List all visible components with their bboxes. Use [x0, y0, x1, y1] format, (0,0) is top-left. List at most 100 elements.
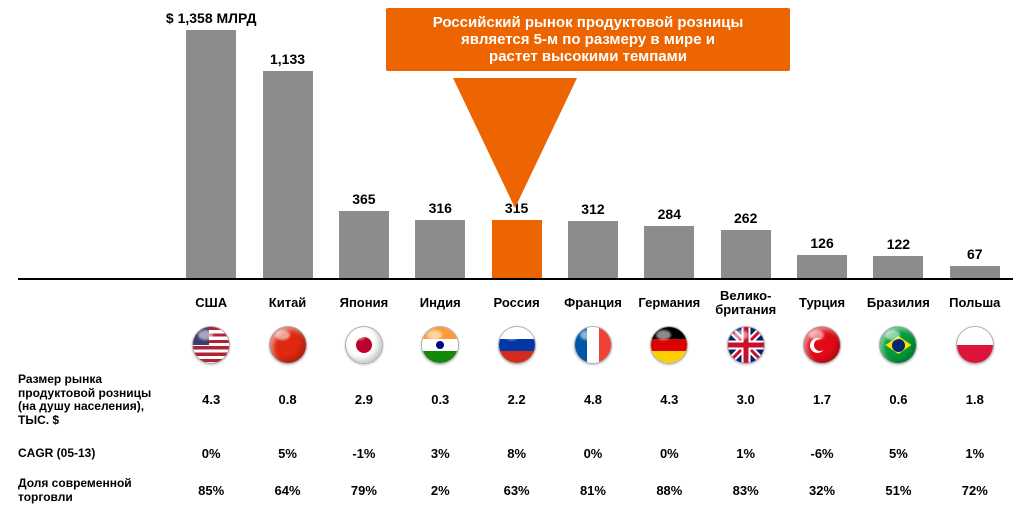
table-cell: 79% — [326, 483, 402, 498]
row-per-capita: Размер рынка продуктовой розницы (на душ… — [18, 368, 1013, 438]
bar: 315 — [492, 220, 542, 278]
table-cell: Китай — [249, 286, 325, 320]
bar: 67 — [950, 266, 1000, 278]
table-cell — [555, 324, 631, 366]
bar-value-label: 284 — [658, 206, 681, 222]
table-cell: Польша — [937, 286, 1013, 320]
bar: $ 1,358 МЛРД — [186, 30, 236, 278]
table-cell: 5% — [860, 446, 936, 461]
table-cell: 3% — [402, 446, 478, 461]
bar-value-label: 1,133 — [270, 51, 305, 67]
table-cell — [708, 324, 784, 366]
bar-value-label: 316 — [429, 200, 452, 216]
row-country-names: СШАКитайЯпонияИндияРоссияФранцияГермания… — [18, 280, 1013, 320]
table-cell: -1% — [326, 446, 402, 461]
bar-value-label: 67 — [967, 246, 983, 262]
table-cell — [402, 324, 478, 366]
bar: 1,133 — [263, 71, 313, 278]
row-label: Доля современной торговли — [18, 477, 173, 505]
table-cell: 0.8 — [249, 392, 325, 407]
bar-value-label: 122 — [887, 236, 910, 252]
bar: 262 — [721, 230, 771, 278]
table-cell: Велико-британия — [708, 286, 784, 320]
table-cell — [860, 324, 936, 366]
row-modern-share: Доля современной торговли85%64%79%2%63%8… — [18, 469, 1013, 505]
table-cell: 0.3 — [402, 392, 478, 407]
flag-icon — [421, 326, 459, 364]
bar: 126 — [797, 255, 847, 278]
bar: 284 — [644, 226, 694, 278]
table-cell: 81% — [555, 483, 631, 498]
table-cell: 1% — [708, 446, 784, 461]
table-cell: 85% — [173, 483, 249, 498]
table-cell: 4.3 — [631, 392, 707, 407]
bar-col: 122 — [860, 12, 936, 278]
table-cell: 72% — [937, 483, 1013, 498]
table-cell: Турция — [784, 286, 860, 320]
bar: 312 — [568, 221, 618, 278]
table-cell: Франция — [555, 286, 631, 320]
flag-icon — [650, 326, 688, 364]
bar: 122 — [873, 256, 923, 278]
bar-value-label: 365 — [352, 191, 375, 207]
flag-icon — [727, 326, 765, 364]
flag-icon — [879, 326, 917, 364]
table-cell: США — [173, 286, 249, 320]
retail-market-chart: Российский рынок продуктовой розницыявля… — [18, 12, 1013, 505]
table-cell: 51% — [860, 483, 936, 498]
table-cell — [326, 324, 402, 366]
row-label: CAGR (05-13) — [18, 447, 173, 461]
table-cell: 3.0 — [708, 392, 784, 407]
bar: 365 — [339, 211, 389, 278]
table-cell: Бразилия — [860, 286, 936, 320]
table-cell: Япония — [326, 286, 402, 320]
table-cell: 83% — [708, 483, 784, 498]
callout-box: Российский рынок продуктовой розницыявля… — [386, 8, 790, 71]
table-cell: -6% — [784, 446, 860, 461]
table-cell: 1% — [937, 446, 1013, 461]
flag-icon — [345, 326, 383, 364]
table-cell: 4.8 — [555, 392, 631, 407]
table-cell — [478, 324, 554, 366]
bar-value-label: $ 1,358 МЛРД — [166, 10, 257, 26]
table-cell: Индия — [402, 286, 478, 320]
table-cell: 63% — [478, 483, 554, 498]
row-cagr: CAGR (05-13)0%5%-1%3%8%0%0%1%-6%5%1% — [18, 438, 1013, 469]
table-cell: 32% — [784, 483, 860, 498]
table-cell — [784, 324, 860, 366]
flag-icon — [803, 326, 841, 364]
table-cell: 1.7 — [784, 392, 860, 407]
table-cell: 2% — [402, 483, 478, 498]
bar-col: 67 — [937, 12, 1013, 278]
table-cell: 0% — [631, 446, 707, 461]
table-cell: 0% — [555, 446, 631, 461]
table-cell: Германия — [631, 286, 707, 320]
table-cell — [173, 324, 249, 366]
table-cell — [631, 324, 707, 366]
flag-icon — [269, 326, 307, 364]
flag-icon — [956, 326, 994, 364]
flag-icon — [574, 326, 612, 364]
bar-value-label: 262 — [734, 210, 757, 226]
bar: 316 — [415, 220, 465, 278]
table-cell: 4.3 — [173, 392, 249, 407]
table-cell: 0.6 — [860, 392, 936, 407]
table-cell: 0% — [173, 446, 249, 461]
bar-col: $ 1,358 МЛРД — [173, 12, 249, 278]
table-cell: 64% — [249, 483, 325, 498]
flag-icon — [498, 326, 536, 364]
table-cell: 88% — [631, 483, 707, 498]
flag-icon — [192, 326, 230, 364]
bar-value-label: 312 — [581, 201, 604, 217]
row-flags — [18, 320, 1013, 368]
bar-value-label: 126 — [810, 235, 833, 251]
table-cell — [937, 324, 1013, 366]
table-cell: 8% — [478, 446, 554, 461]
bar-col: 126 — [784, 12, 860, 278]
table-cell: 5% — [249, 446, 325, 461]
table-cell — [249, 324, 325, 366]
bar-col: 1,133 — [249, 12, 325, 278]
table-cell: Россия — [478, 286, 554, 320]
table-cell: 2.9 — [326, 392, 402, 407]
callout-arrow — [453, 78, 577, 208]
